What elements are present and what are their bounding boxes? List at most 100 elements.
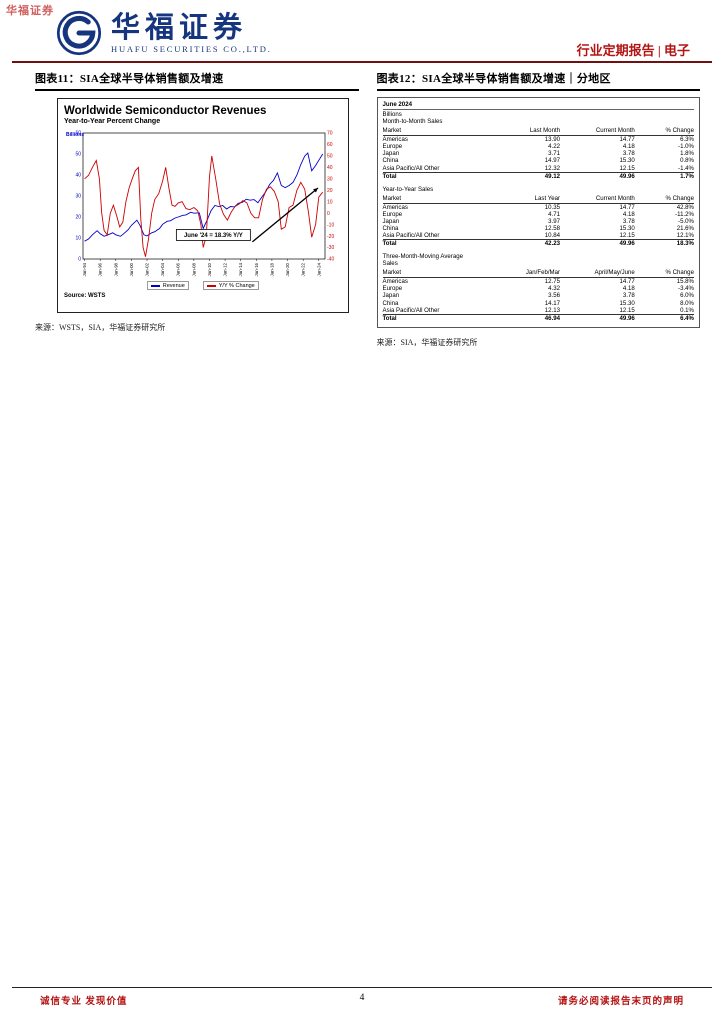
figure-11-title: 图表11：SIA全球半导体销售额及增速 (35, 70, 359, 91)
table-section-title: Three-Month-Moving Average Sales (382, 253, 464, 268)
table-cell-value: 14.17 (544, 299, 561, 307)
table-cell-market: Americas (382, 136, 408, 144)
column-header: Last Month (529, 127, 561, 135)
table-row: Asia Pacific/All Other 12.13 12.15 0.1% (383, 307, 695, 314)
table-row: Japan 3.56 3.78 6.0% (383, 292, 695, 299)
table-cell-value: 12.15 (619, 232, 635, 239)
svg-text:Billions: Billions (66, 132, 84, 138)
table-cell-value: 18.3% (676, 240, 694, 248)
svg-text:Jan-98: Jan-98 (113, 262, 118, 276)
table-column-header-row: Market Jan/Feb/Mar April/May/June % Change (382, 269, 694, 279)
table-cell-value: 3.78 (622, 292, 635, 300)
svg-text:-10: -10 (327, 222, 334, 228)
table-cell-market: Total (382, 172, 397, 180)
svg-text:60: 60 (327, 142, 333, 148)
figure-12: 图表12：SIA全球半导体销售额及增速｜分地区 June 2024 Billion… (376, 70, 700, 348)
table-cell-value: 10.84 (544, 232, 561, 239)
table-cell-market: Asia Pacific/All Other (382, 306, 440, 314)
svg-text:June '24 = 18.3% Y/Y: June '24 = 18.3% Y/Y (184, 233, 243, 239)
table-row: Total 49.12 49.96 1.7% (382, 171, 694, 180)
svg-text:Jan-96: Jan-96 (97, 262, 102, 276)
table-cell-value: 46.94 (544, 314, 561, 322)
table-cell-market: Total (382, 240, 397, 248)
header-divider (12, 61, 712, 64)
legend-item: Y/Y % Change (202, 281, 259, 290)
table-cell-value: 12.32 (544, 164, 561, 172)
svg-text:Jan-14: Jan-14 (238, 262, 243, 276)
legend-swatch (150, 284, 160, 287)
table-cell-value: 3.71 (548, 150, 561, 158)
table-cell-market: Asia Pacific/All Other (382, 164, 440, 172)
svg-text:10: 10 (327, 199, 333, 205)
brand-name-en: HUAFU SECURITIES CO.,LTD. (111, 44, 272, 55)
huafu-logo-icon (56, 10, 102, 56)
sia-region-table: June 2024 Billions Month-to-Month Sales Mar… (376, 97, 700, 328)
table-cell-value: 49.96 (619, 240, 635, 248)
table-cell-value: 12.75 (544, 278, 561, 286)
table-row: Europe 4.71 4.18 -11.2% (383, 211, 695, 218)
table-cell-value: 14.97 (544, 157, 561, 165)
table-header-line: Billions (382, 111, 402, 119)
svg-text:Jan-06: Jan-06 (175, 262, 180, 276)
svg-text:40: 40 (327, 165, 333, 171)
table-row: Total 46.94 49.96 6.4% (382, 313, 694, 322)
table-cell-value: 21.6% (676, 224, 694, 232)
svg-text:20: 20 (327, 188, 333, 194)
table-cell-value: 0.8% (680, 157, 694, 165)
svg-text:40: 40 (75, 173, 81, 179)
table-cell-value: 15.30 (619, 157, 635, 165)
svg-text:20: 20 (75, 215, 81, 221)
chart-source-note: Source: WSTS (64, 293, 106, 299)
svg-text:-20: -20 (327, 234, 334, 240)
table-row: China 12.58 15.30 21.6% (383, 225, 695, 232)
table-cell-market: Europe (382, 143, 403, 151)
table-cell-value: 49.12 (544, 172, 561, 180)
table-row: China 14.97 15.30 0.8% (383, 157, 695, 164)
table-cell-value: 13.90 (544, 136, 561, 144)
svg-text:0: 0 (327, 211, 330, 217)
table-cell-value: 42.8% (676, 203, 694, 211)
table-cell-value: 12.15 (619, 306, 635, 314)
table-cell-value: -5.0% (678, 217, 694, 225)
table-cell-value: 14.77 (619, 136, 635, 144)
table-cell-value: 12.58 (544, 224, 561, 232)
svg-text:0: 0 (78, 257, 81, 263)
table-row: Americas 10.35 14.77 42.8% (383, 204, 695, 211)
table-cell-value: 14.77 (619, 203, 635, 211)
column-header: Last Year (534, 194, 561, 202)
table-cell-value: 14.77 (619, 278, 635, 286)
column-header: Jan/Feb/Mar (525, 269, 561, 277)
svg-text:Jan-94: Jan-94 (82, 262, 87, 276)
figure-12-source: 来源：SIA，华福证券研究所 (376, 337, 478, 347)
table-cell-value: 15.30 (619, 224, 635, 232)
table-cell-value: -1.0% (678, 143, 694, 151)
table-row: Asia Pacific/All Other 12.32 12.15 -1.4% (383, 165, 695, 172)
table-cell-value: 15.8% (676, 278, 694, 286)
column-header: Market (382, 194, 402, 202)
table-cell-value: 6.0% (680, 292, 694, 300)
table-row: Americas 13.90 14.77 6.3% (383, 136, 695, 143)
column-header: % Change (665, 127, 694, 135)
table-cell-value: 6.3% (680, 136, 694, 144)
table-cell-value: 42.23 (544, 240, 561, 248)
svg-text:50: 50 (327, 154, 333, 160)
semiconductor-revenue-chart: Worldwide Semiconductor Revenues Year-to… (57, 98, 349, 313)
table-cell-value: 3.78 (622, 217, 635, 225)
table-cell-market: China (382, 224, 399, 232)
chart-title: Worldwide Semiconductor Revenues (64, 105, 267, 117)
svg-text:Jan-16: Jan-16 (254, 262, 259, 276)
legend-label: Y/Y % Change (218, 282, 255, 289)
figure-11: 图表11：SIA全球半导体销售额及增速 Worldwide Semiconduc… (35, 70, 359, 348)
table-cell-value: 1.8% (680, 150, 694, 158)
table-cell-value: -11.2% (675, 210, 694, 218)
svg-text:Jan-12: Jan-12 (222, 262, 227, 276)
brand: 华福证券 HUAFU SECURITIES CO.,LTD. (56, 10, 272, 56)
table-cell-value: -1.4% (678, 164, 694, 172)
figure-12-title: 图表12：SIA全球半导体销售额及增速｜分地区 (376, 70, 700, 91)
legend-item: Revenue (146, 281, 189, 290)
table-row: Europe 4.32 4.18 -3.4% (383, 285, 695, 292)
table-cell-market: China (382, 299, 399, 307)
svg-text:Jan-18: Jan-18 (269, 262, 274, 276)
table-header-line: June 2024 (382, 101, 694, 111)
table-column-header-row: Market Last Month Current Month % Change (382, 127, 694, 137)
